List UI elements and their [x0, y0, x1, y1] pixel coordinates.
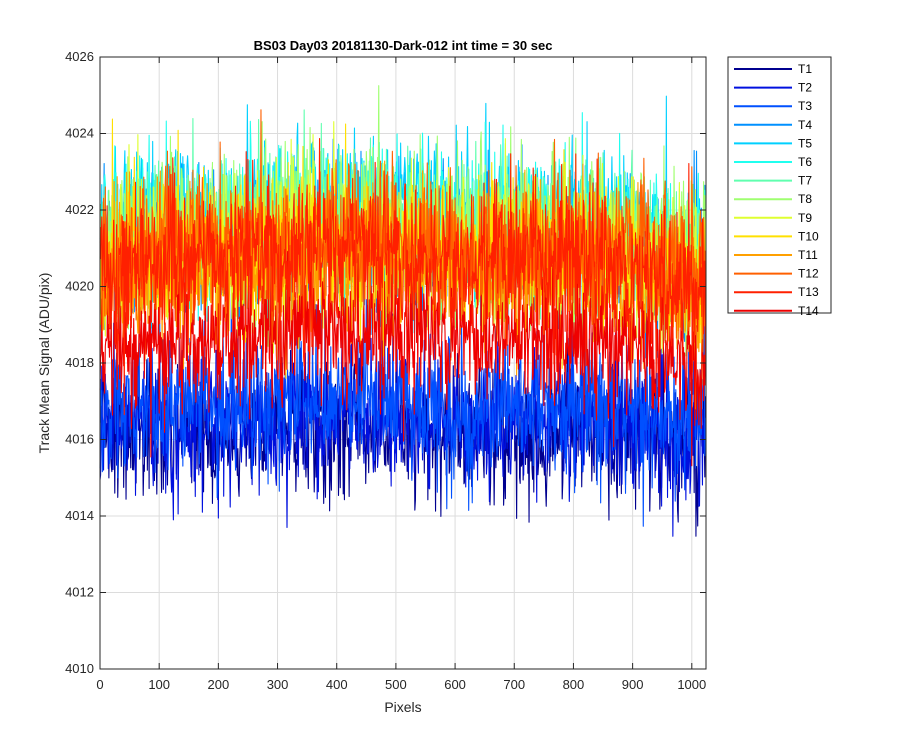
- legend-label-t6: T6: [798, 155, 812, 169]
- series-lines: [99, 85, 706, 537]
- legend-label-t4: T4: [798, 118, 812, 132]
- x-tick-label: 0: [96, 677, 103, 692]
- y-tick-label: 4020: [65, 279, 94, 294]
- y-tick-label: 4016: [65, 432, 94, 447]
- y-tick-label: 4010: [65, 661, 94, 676]
- legend-label-t5: T5: [798, 136, 812, 150]
- legend-label-t10: T10: [798, 229, 819, 243]
- series-line-t14: [99, 240, 706, 467]
- legend-items: T1 T2 T3 T4 T5 T6 T7 T8 T9 T10 T11 T12 T13 T14: [734, 62, 819, 318]
- legend-label-t14: T14: [798, 304, 819, 318]
- y-tick-label: 4012: [65, 585, 94, 600]
- x-tick-label: 800: [563, 677, 585, 692]
- y-axis-label: Track Mean Signal (ADU/pix): [36, 273, 52, 454]
- x-tick-label: 600: [444, 677, 466, 692]
- y-tick-label: 4022: [65, 202, 94, 217]
- x-tick-label: 900: [622, 677, 644, 692]
- y-tick-label: 4024: [65, 126, 94, 141]
- x-tick-label: 1000: [677, 677, 706, 692]
- legend-box: [727, 56, 832, 314]
- legend-label-t9: T9: [798, 211, 812, 225]
- legend-label-t3: T3: [798, 99, 812, 113]
- y-tick-label: 4026: [65, 49, 94, 64]
- legend: T1 T2 T3 T4 T5 T6 T7 T8 T9 T10 T11 T12 T13 T14: [727, 56, 832, 318]
- series-line-t3: [99, 293, 706, 527]
- legend-label-t1: T1: [798, 62, 812, 76]
- x-tick-label: 200: [208, 677, 230, 692]
- legend-label-t11: T11: [798, 248, 818, 262]
- x-tick-label: 300: [267, 677, 289, 692]
- legend-label-t12: T12: [798, 267, 819, 281]
- chart-title: BS03 Day03 20181130-Dark-012 int time = …: [254, 38, 553, 53]
- legend-label-t2: T2: [798, 81, 812, 95]
- series-line-t13: [99, 137, 706, 416]
- y-axis: 4010 4012 4014 4016 4018 4020 4022 4024 4026: [65, 49, 706, 676]
- x-tick-label: 400: [326, 677, 348, 692]
- legend-label-t13: T13: [798, 285, 819, 299]
- x-tick-label: 700: [503, 677, 525, 692]
- legend-label-t7: T7: [798, 174, 812, 188]
- y-tick-label: 4018: [65, 355, 94, 370]
- legend-label-t8: T8: [798, 192, 812, 206]
- x-tick-label: 100: [148, 677, 170, 692]
- x-tick-label: 500: [385, 677, 407, 692]
- x-axis-label: Pixels: [384, 699, 421, 715]
- x-axis: 0 100 200 300 400 500 600 700 800 900 1000: [96, 57, 706, 692]
- plot-area: 0 100 200 300 400 500 600 700 800 900 1000 4010401…: [65, 49, 707, 692]
- y-tick-label: 4014: [65, 508, 94, 523]
